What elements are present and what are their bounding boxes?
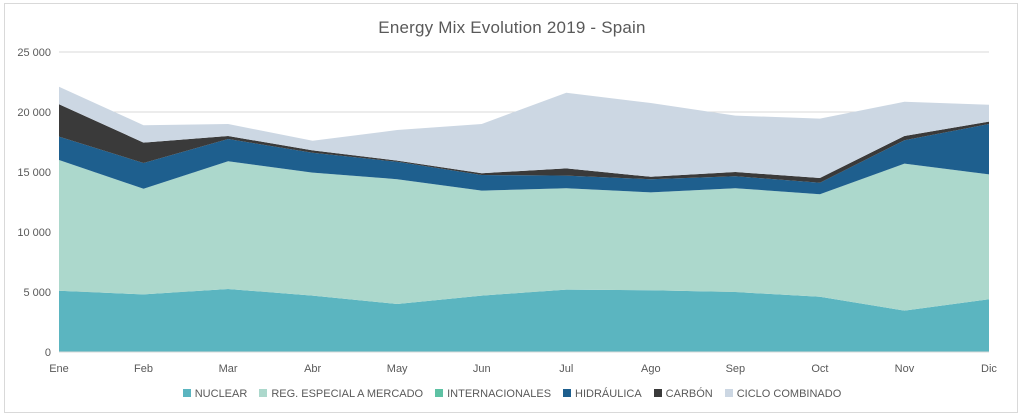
area-series-hidr-ulica [59, 124, 989, 195]
y-tick-label: 0 [45, 347, 51, 359]
legend-label: CARBÓN [665, 388, 713, 400]
x-tick-label: Ene [49, 363, 69, 375]
y-tick-label: 10 000 [17, 227, 51, 239]
legend-label: CICLO COMBINADO [736, 388, 842, 400]
x-tick-label: Mar [219, 363, 238, 375]
legend-label: INTERNACIONALES [447, 388, 552, 400]
chart-title: Energy Mix Evolution 2019 - Spain [378, 18, 646, 37]
area-series-reg-especial-a-mercado [59, 160, 989, 311]
area-series-nuclear [59, 289, 989, 352]
x-tick-label: Abr [304, 363, 321, 375]
y-tick-label: 20 000 [17, 107, 51, 119]
legend-item: INTERNACIONALES [435, 388, 551, 400]
x-tick-label: Dic [981, 363, 997, 375]
legend-item: CARBÓN [653, 388, 713, 400]
legend-item: CICLO COMBINADO [724, 388, 842, 400]
x-tick-label: Ago [641, 363, 661, 375]
legend-swatch [653, 389, 662, 397]
legend-label: REG. ESPECIAL A MERCADO [271, 388, 424, 400]
legend-swatch [563, 389, 572, 397]
legend-swatch [435, 389, 444, 397]
x-tick-label: Jul [559, 363, 573, 375]
area-chart: 0 5 000 10 000 15 000 20 000 25 000 Ene Feb Mar… [17, 47, 997, 375]
legend-swatch [259, 389, 268, 397]
legend-label: HIDRÁULICA [575, 388, 642, 400]
area-series-ciclo-combinado [59, 86, 989, 178]
y-tick-label: 15 000 [17, 167, 51, 179]
legend-item: REG. ESPECIAL A MERCADO [259, 388, 423, 400]
x-tick-label: Nov [895, 363, 915, 375]
x-tick-label: May [387, 363, 408, 375]
x-tick-label: Sep [726, 363, 746, 375]
x-tick-label: Jun [473, 363, 491, 375]
legend-swatch [724, 389, 733, 397]
y-tick-label: 25 000 [17, 47, 51, 59]
x-tick-label: Feb [134, 363, 153, 375]
x-tick-label: Oct [811, 363, 828, 375]
legend-item: NUCLEAR [182, 388, 248, 400]
y-tick-label: 5 000 [23, 287, 51, 299]
chart-frame: Energy Mix Evolution 2019 - Spain 0 5 000… [4, 3, 1018, 413]
legend-item: HIDRÁULICA [563, 388, 642, 400]
legend-label: NUCLEAR [194, 388, 248, 400]
legend-swatch [182, 389, 191, 397]
chart-legend: NUCLEAR REG. ESPECIAL A MERCADO INTERNACIO… [5, 388, 1019, 400]
